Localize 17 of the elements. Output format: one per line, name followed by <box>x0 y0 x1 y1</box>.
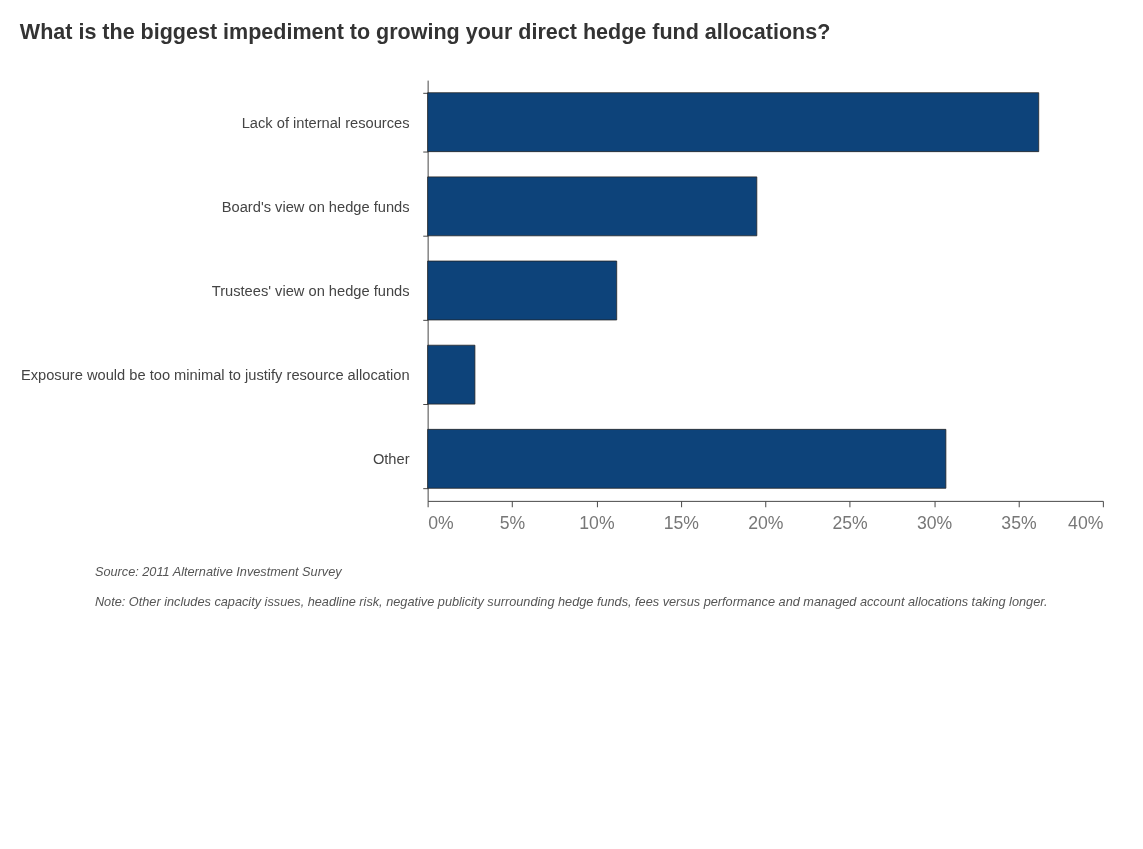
x-tick-label: 35% <box>1001 512 1037 533</box>
x-tick-label: 40% <box>1068 512 1104 533</box>
x-tick-label: 20% <box>748 512 784 533</box>
text: Note: Other includes capacity issues, headline risk, negative publicity surrounding hedge funds, fees versus performance and managed account allocations taking longer. <box>94 593 1048 609</box>
y-tick-label: Lack of internal resources <box>241 114 410 131</box>
x-tick-label: 30% <box>916 512 953 533</box>
x-tick-label: 25% <box>832 512 869 533</box>
x-tick-label: 5% <box>499 512 526 533</box>
y-tick-label: Trustees' view on hedge funds <box>211 282 410 299</box>
y-tick-label: Board's view on hedge funds <box>221 198 410 215</box>
x-tick-label: 10% <box>579 512 615 533</box>
y-tick-label: Exposure would be too minimal to justify resource allocation <box>20 367 410 384</box>
source-note: Source: 2011 Alternative Investment Survey <box>94 564 343 580</box>
x-tick-label: 15% <box>663 512 700 533</box>
chart-title: What is the biggest impediment to growing your direct hedge fund allocations? <box>19 20 831 44</box>
y-tick-label: Other <box>372 451 410 468</box>
x-tick-label: 0% <box>428 512 454 533</box>
